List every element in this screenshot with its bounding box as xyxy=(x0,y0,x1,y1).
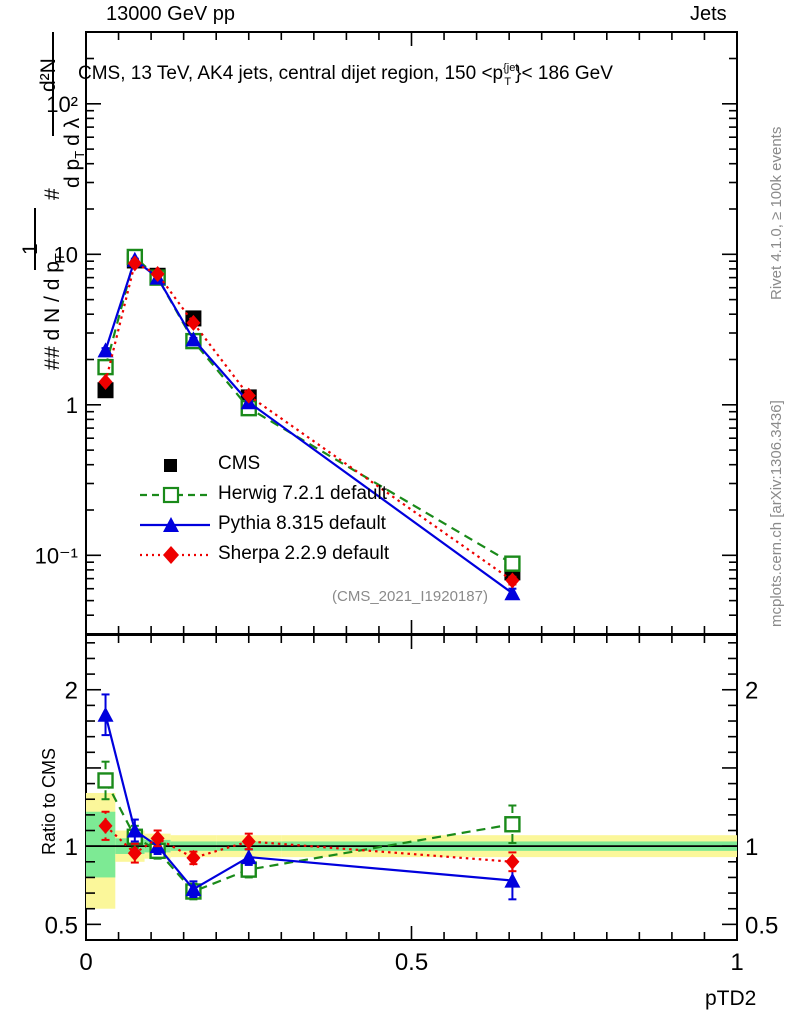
ratio-ytick-left-0.5: 0.5 xyxy=(45,912,78,939)
ratio-series-pythia xyxy=(97,693,521,901)
main-ytick-1: 1 xyxy=(66,393,78,418)
ratio-data-layer xyxy=(97,693,521,901)
main-yaxis-label: # # d N / d pT 1 # d pTd λ d²N xyxy=(6,32,87,370)
yaxis-hash-inner: # xyxy=(41,188,64,200)
yaxis-prefix-fraction-bar xyxy=(34,208,36,270)
legend-label-herwig: Herwig 7.2.1 default xyxy=(218,483,387,504)
legend-marker-sherpa xyxy=(140,546,210,564)
ratio-yaxis-label: Ratio to CMS xyxy=(39,747,59,855)
legend: CMS Herwig 7.2.1 default Pythia 8.315 de… xyxy=(140,450,440,570)
ratio-series-herwig xyxy=(97,760,521,901)
ratio-ytick-labels: 2 2 1 1 0.5 0.5 xyxy=(45,678,779,940)
yaxis-numerator: d²N xyxy=(37,58,60,92)
band-inner xyxy=(86,811,116,878)
yaxis-prefix-denominator: # d N / d pT xyxy=(41,253,67,358)
band-outer xyxy=(144,833,171,859)
plot-title: CMS, 13 TeV, AK4 jets, central dijet reg… xyxy=(78,63,623,88)
ratio-ytick-left-1: 1 xyxy=(65,834,78,861)
analysis-id-watermark: (CMS_2021_I1920187) xyxy=(332,588,488,605)
yaxis-denominator: d pTd λ xyxy=(61,117,87,188)
band-inner xyxy=(170,841,217,851)
ratio-ytick-left-2: 2 xyxy=(65,678,78,705)
plot-title-tail: }< 186 GeV xyxy=(515,63,613,84)
yaxis-den-text: d p xyxy=(61,158,84,188)
band-inner xyxy=(216,841,282,851)
legend-item-cms[interactable]: CMS xyxy=(140,450,440,480)
legend-label-sherpa: Sherpa 2.2.9 default xyxy=(218,543,390,564)
plot-title-subscript: T xyxy=(504,76,512,88)
band-outer xyxy=(170,835,217,858)
legend-item-herwig[interactable]: Herwig 7.2.1 default xyxy=(140,480,440,510)
legend-item-sherpa[interactable]: Sherpa 2.2.9 default xyxy=(140,540,440,570)
rivet-version-label: Rivet 4.1.0, ≥ 100k events xyxy=(768,126,785,300)
beam-energy-label: 13000 GeV pp xyxy=(106,3,235,25)
xaxis-tick-labels: 0 0.5 1 xyxy=(79,949,743,976)
band-outer xyxy=(281,835,737,858)
ratio-ytick-right-0.5: 0.5 xyxy=(745,912,778,939)
yaxis-hash-outer: # xyxy=(41,358,64,370)
xtick-0.5: 0.5 xyxy=(395,949,428,976)
xaxis-label: pTD2 xyxy=(705,987,757,1010)
legend-marker-herwig xyxy=(140,486,210,504)
band-outer xyxy=(86,792,116,909)
band-outer xyxy=(115,830,145,862)
yaxis-prefix-den-sub: T xyxy=(52,253,67,262)
ratio-series-sherpa xyxy=(98,810,520,873)
legend-item-pythia[interactable]: Pythia 8.315 default xyxy=(140,510,440,540)
ratio-axis-frame xyxy=(85,634,738,941)
yaxis-fraction-bar xyxy=(52,32,54,136)
legend-marker-cms xyxy=(164,459,177,472)
yaxis-prefix-den-text: # d N / d p xyxy=(41,261,64,358)
ratio-uncertainty-bands xyxy=(86,792,737,909)
legend-label-pythia: Pythia 8.315 default xyxy=(218,513,386,534)
band-inner xyxy=(281,841,737,851)
xtick-0: 0 xyxy=(79,949,92,976)
legend-marker-pythia xyxy=(140,517,210,532)
xtick-1: 1 xyxy=(730,949,743,976)
band-inner xyxy=(115,838,145,854)
ratio-ytick-right-1: 1 xyxy=(745,834,758,861)
ratio-axis-ticks xyxy=(85,635,738,941)
yaxis-den-lambda: d λ xyxy=(61,117,84,146)
band-inner xyxy=(144,839,171,853)
plot-title-main: CMS, 13 TeV, AK4 jets, central dijet reg… xyxy=(78,63,504,84)
ratio-ytick-right-2: 2 xyxy=(745,678,758,705)
band-outer xyxy=(216,835,282,858)
yaxis-den-sub: T xyxy=(72,150,87,159)
yaxis-num-text: d²N xyxy=(37,58,60,92)
yaxis-prefix-numerator: 1 xyxy=(19,243,42,255)
legend-label-cms: CMS xyxy=(218,453,261,474)
main-ytick-10⁻¹: 10⁻¹ xyxy=(35,543,78,568)
mcplots-reference-label: mcplots.cern.ch [arXiv:1306.3436] xyxy=(768,400,785,627)
analysis-category-label: Jets xyxy=(690,3,727,25)
